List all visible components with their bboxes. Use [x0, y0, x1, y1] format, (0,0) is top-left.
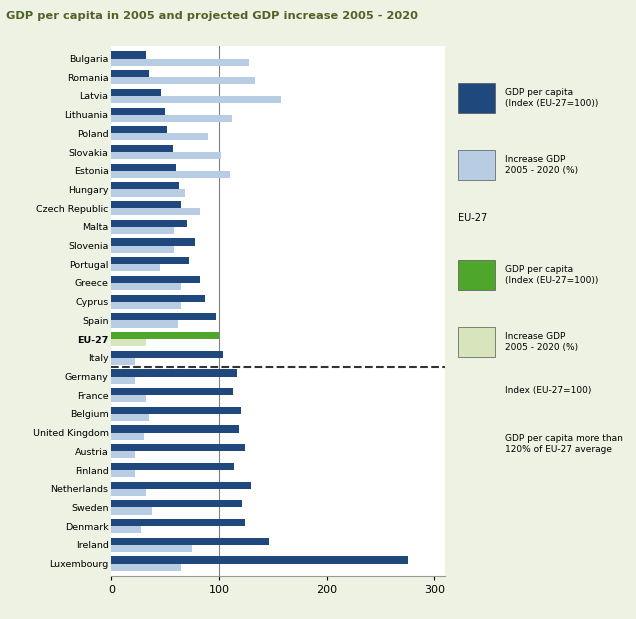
- Bar: [111, 563, 181, 571]
- Bar: [111, 77, 254, 84]
- Bar: [111, 115, 232, 122]
- Text: GDP per capita
(Index (EU-27=100)): GDP per capita (Index (EU-27=100)): [506, 89, 599, 108]
- Bar: [111, 133, 208, 141]
- Bar: [111, 519, 245, 526]
- Bar: [111, 89, 161, 96]
- Bar: [111, 276, 200, 283]
- Bar: [459, 150, 495, 180]
- Bar: [111, 358, 135, 365]
- Text: Increase GDP
2005 - 2020 (%): Increase GDP 2005 - 2020 (%): [506, 155, 579, 175]
- Bar: [111, 264, 160, 271]
- Bar: [111, 220, 187, 227]
- Text: Increase GDP
2005 - 2020 (%): Increase GDP 2005 - 2020 (%): [506, 332, 579, 352]
- Bar: [111, 556, 408, 563]
- Bar: [111, 538, 268, 545]
- Bar: [111, 238, 195, 246]
- Bar: [111, 208, 200, 215]
- Bar: [111, 51, 146, 59]
- Bar: [111, 283, 181, 290]
- Bar: [111, 508, 152, 514]
- Bar: [111, 227, 174, 234]
- Bar: [111, 451, 135, 459]
- Text: GDP per capita
(Index (EU-27=100)): GDP per capita (Index (EU-27=100)): [506, 266, 599, 285]
- Bar: [111, 545, 192, 552]
- Bar: [111, 257, 189, 264]
- Bar: [111, 444, 245, 451]
- Bar: [111, 145, 173, 152]
- Bar: [111, 500, 242, 508]
- Bar: [111, 407, 240, 414]
- Text: GDP per capita more than
120% of EU-27 average: GDP per capita more than 120% of EU-27 a…: [506, 435, 623, 454]
- Bar: [111, 376, 135, 384]
- Bar: [111, 70, 149, 77]
- Bar: [111, 370, 237, 376]
- Text: GDP per capita in 2005 and projected GDP increase 2005 - 2020: GDP per capita in 2005 and projected GDP…: [6, 11, 418, 20]
- Bar: [111, 126, 167, 133]
- Bar: [111, 332, 219, 339]
- Bar: [111, 189, 184, 197]
- Bar: [111, 246, 174, 253]
- Bar: [459, 327, 495, 357]
- Bar: [111, 489, 146, 496]
- Bar: [111, 395, 146, 402]
- Bar: [111, 425, 240, 433]
- Bar: [111, 414, 149, 421]
- Bar: [111, 96, 282, 103]
- Bar: [111, 201, 181, 208]
- Bar: [111, 482, 251, 489]
- Bar: [111, 108, 165, 115]
- Bar: [111, 183, 179, 189]
- Bar: [111, 59, 249, 66]
- Bar: [111, 433, 144, 439]
- Bar: [111, 321, 178, 327]
- Bar: [459, 83, 495, 113]
- Bar: [111, 295, 205, 301]
- Bar: [111, 388, 233, 395]
- Bar: [111, 163, 176, 171]
- Bar: [111, 339, 146, 346]
- Text: Index (EU-27=100): Index (EU-27=100): [506, 386, 592, 395]
- Bar: [111, 171, 230, 178]
- Bar: [111, 351, 223, 358]
- Bar: [111, 152, 221, 159]
- Bar: [111, 470, 135, 477]
- Bar: [111, 313, 216, 321]
- Text: EU-27: EU-27: [459, 214, 488, 223]
- Bar: [459, 260, 495, 290]
- Bar: [111, 463, 234, 470]
- Bar: [111, 301, 181, 309]
- Bar: [111, 526, 141, 533]
